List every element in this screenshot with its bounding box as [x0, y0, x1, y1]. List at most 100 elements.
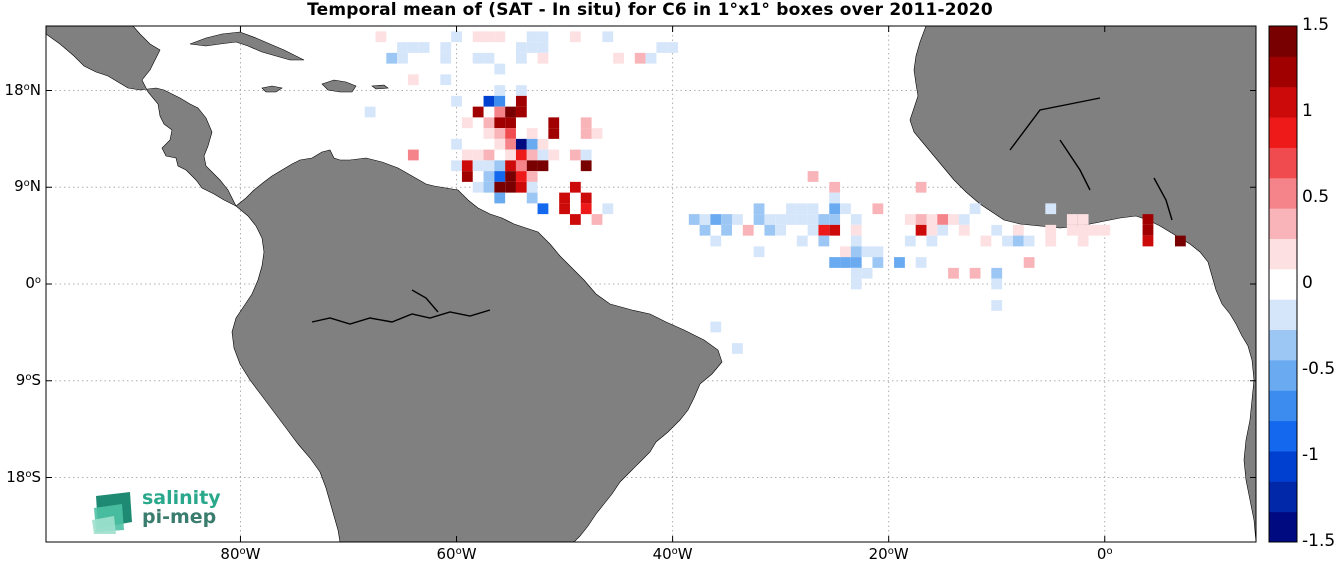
- data-cell: [494, 31, 506, 43]
- data-cell: [548, 117, 560, 129]
- data-cell: [505, 117, 516, 129]
- data-cell: [515, 138, 527, 150]
- colorbar-segment: [1269, 56, 1297, 88]
- data-cell: [397, 52, 408, 64]
- data-cell: [926, 224, 938, 236]
- data-cell: [775, 214, 787, 225]
- data-cell: [494, 117, 506, 129]
- data-cell: [440, 74, 452, 86]
- data-cell: [537, 42, 549, 53]
- data-cell: [969, 203, 981, 215]
- colorbar-segment: [1269, 481, 1297, 513]
- colorbar-tick-label: 1: [1302, 101, 1313, 121]
- data-cell: [580, 117, 592, 129]
- data-cell: [515, 160, 527, 172]
- land-africa: [909, 26, 1256, 542]
- data-cell: [526, 160, 538, 172]
- colorbar-frame: [1268, 25, 1298, 543]
- colorbar-segment: [1269, 511, 1297, 543]
- data-cell: [526, 192, 538, 204]
- data-cell: [1077, 214, 1089, 225]
- data-cell: [559, 192, 570, 204]
- data-cell: [418, 42, 430, 53]
- land-puerto-rico: [371, 84, 389, 90]
- data-cell: [526, 128, 538, 139]
- data-cell: [634, 52, 646, 64]
- data-cell: [818, 224, 830, 236]
- data-cell: [1045, 235, 1057, 247]
- data-cell: [440, 52, 452, 64]
- data-cell: [505, 181, 516, 193]
- data-cell: [840, 257, 851, 268]
- data-cell: [1023, 235, 1035, 247]
- data-cell: [483, 31, 495, 43]
- salinity-pi-mep-logo: salinity pi-mep: [92, 488, 232, 534]
- data-cell: [526, 149, 538, 161]
- data-cell: [569, 214, 581, 225]
- data-cell: [613, 52, 624, 64]
- data-cell: [483, 52, 495, 64]
- logo-text-pi-mep: pi-mep: [142, 506, 217, 528]
- data-cell: [850, 257, 862, 268]
- data-cell: [515, 181, 527, 193]
- data-cell: [1002, 235, 1013, 247]
- data-cell: [472, 52, 484, 64]
- data-cell: [721, 224, 733, 236]
- data-cell: [926, 214, 938, 225]
- data-cell: [472, 149, 484, 161]
- data-cell: [872, 246, 884, 258]
- data-cell: [461, 171, 473, 182]
- data-cell: [494, 160, 506, 172]
- data-cell: [1066, 224, 1078, 236]
- data-cell: [829, 214, 841, 225]
- data-cell: [364, 106, 376, 118]
- data-cell: [1045, 224, 1057, 236]
- data-cell: [548, 128, 560, 139]
- data-cell: [515, 171, 527, 182]
- data-cell: [829, 192, 841, 204]
- data-cell: [451, 31, 462, 43]
- data-cell: [580, 160, 592, 172]
- data-cell: [515, 95, 527, 107]
- data-cell: [699, 214, 711, 225]
- data-cell: [850, 267, 862, 279]
- colorbar-segment: [1269, 86, 1297, 118]
- data-cell: [591, 128, 603, 139]
- data-cell: [602, 31, 614, 43]
- data-cell: [526, 42, 538, 53]
- data-cell: [407, 42, 419, 53]
- data-cell: [580, 128, 592, 139]
- data-cell: [991, 278, 1003, 290]
- data-cell: [1142, 235, 1154, 247]
- data-cell: [526, 171, 538, 182]
- data-cell: [850, 235, 862, 247]
- data-cell: [958, 224, 970, 236]
- river-lines: [311, 97, 1173, 325]
- data-cell: [807, 203, 819, 215]
- data-cell: [732, 214, 743, 225]
- data-cell: [645, 52, 657, 64]
- data-cell: [494, 63, 506, 75]
- cell-layer: [364, 31, 1186, 354]
- data-cell: [937, 224, 949, 236]
- data-cell: [829, 203, 841, 215]
- logo-icon: [92, 492, 132, 534]
- data-cell: [494, 128, 506, 139]
- data-cell: [407, 74, 419, 86]
- data-cell: [472, 181, 484, 193]
- data-cell: [483, 95, 495, 107]
- data-cell: [1142, 224, 1154, 236]
- data-cell: [710, 214, 722, 225]
- colorbar-segment: [1269, 238, 1297, 270]
- data-cell: [699, 224, 711, 236]
- land-south-america: [231, 149, 723, 542]
- lon-tick-label: 60oW: [436, 545, 477, 563]
- data-cell: [375, 31, 387, 43]
- data-cell: [764, 214, 776, 225]
- data-cell: [937, 214, 949, 225]
- data-cell: [829, 224, 841, 236]
- data-cell: [807, 224, 819, 236]
- data-cell: [472, 106, 484, 118]
- data-cell: [515, 42, 527, 53]
